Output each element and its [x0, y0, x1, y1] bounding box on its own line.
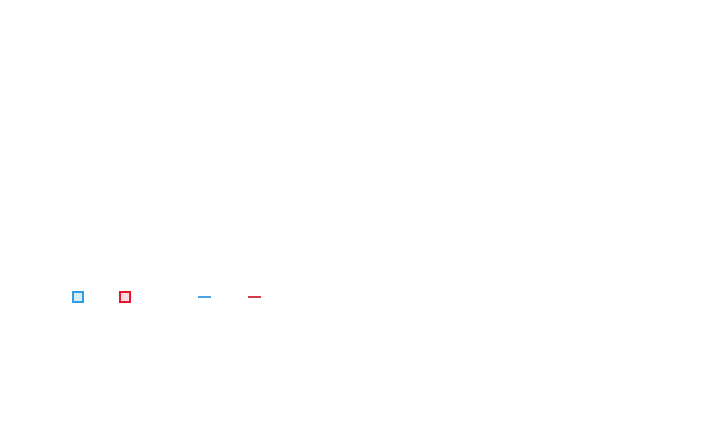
legend-pct-net-short [119, 291, 136, 303]
dailyfx-logo [698, 7, 700, 37]
legend-pct-net-long [72, 291, 89, 303]
net-long-swatch-icon [72, 291, 84, 303]
provided-by [698, 27, 700, 37]
number-of-traders-chart [0, 308, 712, 446]
dailyfx-wordmark [698, 7, 700, 24]
legend [0, 288, 712, 306]
legend-num-net-long [198, 296, 216, 298]
net-short-swatch-icon [119, 291, 131, 303]
legend-num-net-short [248, 296, 266, 298]
sentiment-price-chart [0, 44, 712, 288]
net-long-line-icon [198, 296, 211, 298]
net-short-line-icon [248, 296, 261, 298]
